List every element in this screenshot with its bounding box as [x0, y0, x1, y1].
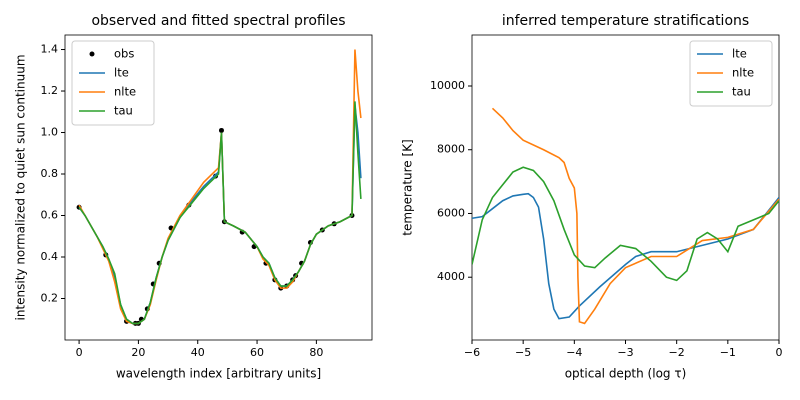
- y-tick-label: 4000: [437, 270, 465, 283]
- x-axis-label: wavelength index [arbitrary units]: [116, 367, 321, 381]
- y-tick-label: 1.2: [41, 84, 59, 97]
- x-tick-label: 80: [309, 346, 323, 359]
- y-tick-label: 0.4: [41, 250, 59, 263]
- plot-area: [472, 107, 779, 325]
- legend-box: [689, 40, 773, 107]
- x-tick-label: −5: [515, 346, 531, 359]
- y-tick-label: 10000: [430, 79, 465, 92]
- y-tick-label: 0.8: [41, 167, 59, 180]
- x-tick-label: 20: [131, 346, 145, 359]
- plot-area: [76, 49, 362, 326]
- chart-title: inferred temperature stratifications: [502, 13, 749, 29]
- legend-label: tau: [732, 85, 751, 99]
- legend-box: [71, 40, 155, 126]
- y-tick-label: 1.0: [41, 126, 59, 139]
- x-axis-label: optical depth (log τ): [565, 367, 687, 381]
- x-tick-label: −1: [720, 346, 736, 359]
- legend-label: obs: [114, 47, 134, 61]
- y-tick-label: 0.2: [41, 292, 59, 305]
- axes-frame: [64, 34, 373, 341]
- legend-label: lte: [732, 47, 747, 61]
- x-tick-label: −2: [669, 346, 685, 359]
- legend-label: lte: [114, 66, 129, 80]
- series-line: [491, 107, 779, 325]
- y-tick-label: 0.6: [41, 209, 59, 222]
- series-line: [78, 105, 362, 325]
- chart-title: observed and fitted spectral profiles: [91, 13, 345, 29]
- x-tick-label: 60: [250, 346, 264, 359]
- series-line: [78, 101, 362, 325]
- series-line: [472, 192, 779, 320]
- series-line: [472, 166, 779, 282]
- legend-label: nlte: [114, 85, 136, 99]
- y-axis-label: temperature [K]: [401, 139, 415, 235]
- x-tick-label: 0: [776, 346, 783, 359]
- x-tick-label: 0: [76, 346, 83, 359]
- x-tick-label: −4: [566, 346, 582, 359]
- legend-label: nlte: [732, 66, 754, 80]
- x-tick-label: 40: [191, 346, 205, 359]
- legend-marker: [89, 51, 95, 57]
- y-tick-label: 8000: [437, 143, 465, 156]
- y-tick-label: 6000: [437, 206, 465, 219]
- y-axis-label: intensity normalized to quiet sun contin…: [14, 54, 28, 320]
- x-tick-label: −6: [464, 346, 480, 359]
- obs-point: [218, 127, 224, 133]
- x-tick-label: −3: [617, 346, 633, 359]
- legend-label: tau: [114, 104, 133, 118]
- y-tick-label: 1.4: [41, 43, 59, 56]
